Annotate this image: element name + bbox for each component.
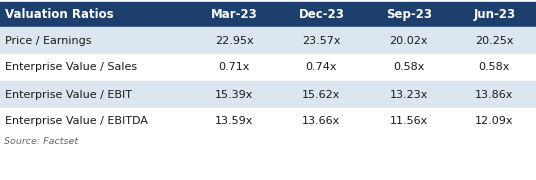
Text: 15.62x: 15.62x [302,89,340,100]
Text: 13.23x: 13.23x [390,89,428,100]
Text: Jun-23: Jun-23 [473,8,515,21]
Bar [365,2,452,27]
Bar [0,27,190,54]
Bar [365,54,452,81]
Text: Price / Earnings: Price / Earnings [5,35,92,46]
Bar [452,108,536,135]
Text: 13.86x: 13.86x [475,89,513,100]
Bar [278,54,365,81]
Bar [190,108,278,135]
Text: 22.95x: 22.95x [214,35,254,46]
Bar [190,27,278,54]
Text: 20.02x: 20.02x [390,35,428,46]
Text: 15.39x: 15.39x [215,89,253,100]
Text: Source: Factset: Source: Factset [4,137,78,146]
Text: 11.56x: 11.56x [390,116,428,127]
Bar [190,2,278,27]
Text: Enterprise Value / Sales: Enterprise Value / Sales [5,62,138,73]
Text: Enterprise Value / EBITDA: Enterprise Value / EBITDA [5,116,148,127]
Bar [190,54,278,81]
Bar [278,108,365,135]
Bar [278,27,365,54]
Bar [0,81,190,108]
Bar [278,2,365,27]
Text: Enterprise Value / EBIT: Enterprise Value / EBIT [5,89,132,100]
Text: 13.66x: 13.66x [302,116,340,127]
Text: 0.74x: 0.74x [306,62,337,73]
Text: 0.58x: 0.58x [479,62,510,73]
Bar [452,54,536,81]
Text: Mar-23: Mar-23 [211,8,257,21]
Bar [365,81,452,108]
Bar [278,81,365,108]
Text: 20.25x: 20.25x [475,35,513,46]
Bar [452,2,536,27]
Text: 0.58x: 0.58x [393,62,425,73]
Bar [190,81,278,108]
Text: 23.57x: 23.57x [302,35,340,46]
Bar [452,27,536,54]
Bar [452,81,536,108]
Text: Sep-23: Sep-23 [386,8,431,21]
Bar [365,108,452,135]
Text: Valuation Ratios: Valuation Ratios [5,8,114,21]
Text: 13.59x: 13.59x [215,116,253,127]
Bar [0,2,190,27]
Bar [0,108,190,135]
Bar [0,54,190,81]
Text: Dec-23: Dec-23 [299,8,344,21]
Text: 0.71x: 0.71x [218,62,250,73]
Text: 12.09x: 12.09x [475,116,513,127]
Bar [365,27,452,54]
